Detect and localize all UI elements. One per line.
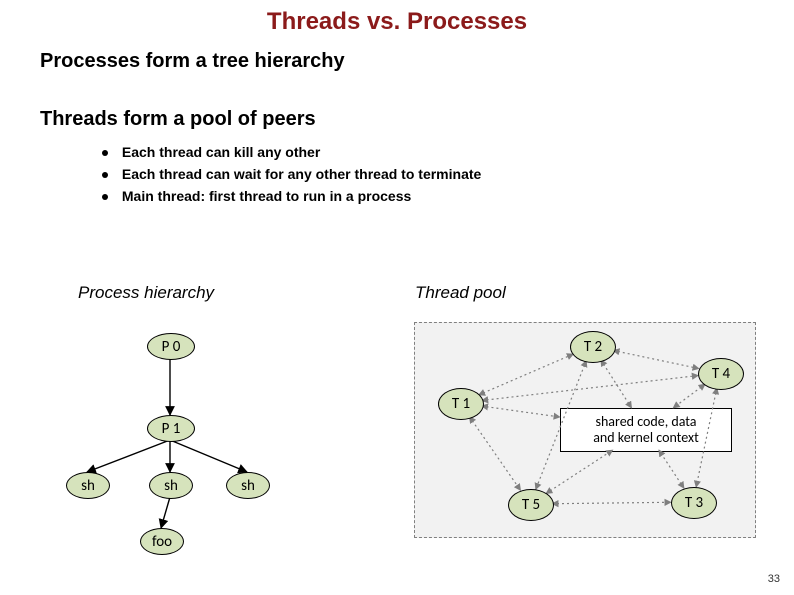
shared-context-box: shared code, data and kernel context: [560, 408, 732, 452]
shared-line1: shared code, data: [595, 414, 696, 430]
thread-node-T3: T 3: [671, 487, 717, 519]
thread-node-T5: T 5: [508, 489, 554, 521]
thread-node-T1: T 1: [438, 388, 484, 420]
bullet-text: Each thread can wait for any other threa…: [122, 166, 481, 182]
process-node-sh3: sh: [226, 472, 270, 499]
bullet-1: Each thread can kill any other: [102, 144, 320, 160]
heading-processes: Processes form a tree hierarchy: [40, 50, 345, 73]
shared-line2: and kernel context: [593, 430, 699, 446]
bullet-text: Main thread: first thread to run in a pr…: [122, 188, 411, 204]
process-node-P1: P 1: [147, 415, 195, 442]
bullet-3: Main thread: first thread to run in a pr…: [102, 188, 411, 204]
thread-node-T4: T 4: [698, 358, 744, 390]
heading-threads: Threads form a pool of peers: [40, 108, 316, 131]
slide-title: Threads vs. Processes: [0, 8, 794, 36]
bullet-dot-icon: [102, 150, 108, 156]
thread-diagram-label: Thread pool: [415, 283, 506, 303]
page-number: 33: [768, 573, 780, 585]
bullet-dot-icon: [102, 194, 108, 200]
process-node-sh2: sh: [149, 472, 193, 499]
process-node-foo: foo: [140, 528, 184, 555]
bullet-2: Each thread can wait for any other threa…: [102, 166, 481, 182]
process-diagram-label: Process hierarchy: [78, 283, 214, 303]
process-node-sh1: sh: [66, 472, 110, 499]
bullet-text: Each thread can kill any other: [122, 144, 320, 160]
bullet-dot-icon: [102, 172, 108, 178]
thread-node-T2: T 2: [570, 331, 616, 363]
process-node-P0: P 0: [147, 333, 195, 360]
